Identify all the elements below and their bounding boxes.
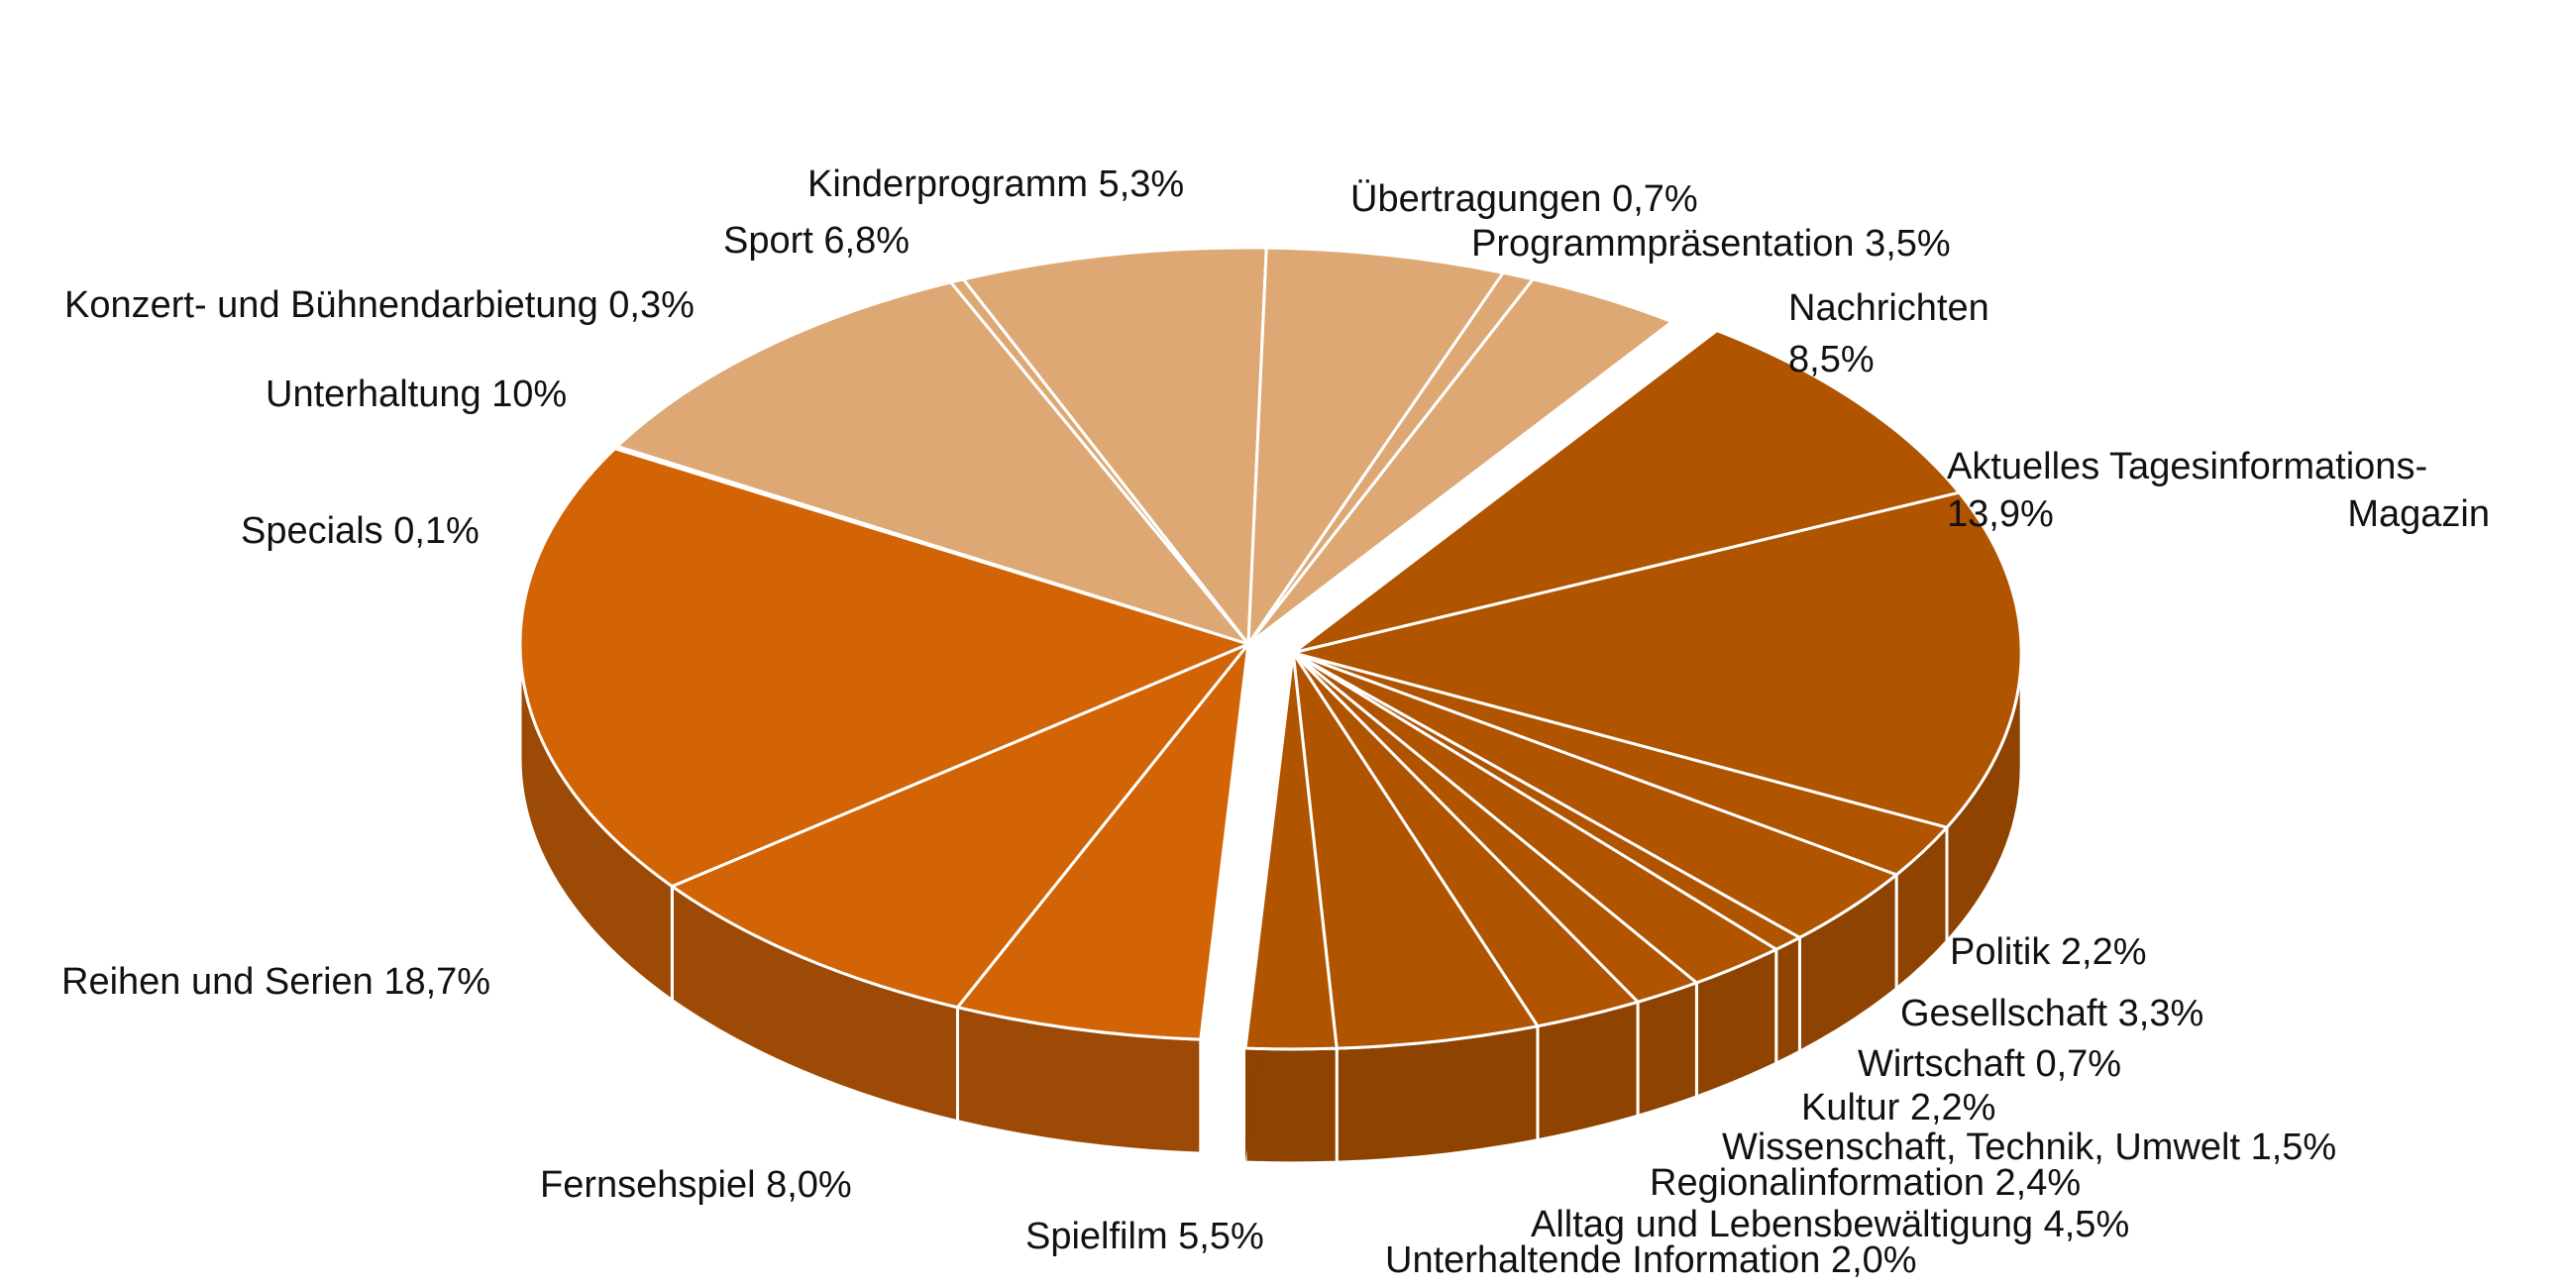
- pie-slice-reihen-und-serien: [518, 447, 1250, 889]
- slice-label-4: Gesellschaft 3,3%: [1900, 993, 2203, 1034]
- slice-label-16: Konzert- und Bühnendarbietung 0,3%: [64, 284, 695, 326]
- slice-label-19: Übertragungen 0,7%: [1350, 178, 1698, 220]
- pie-slice-unterhaltende-information: [1243, 651, 1339, 1051]
- pie-side-10: [1243, 1046, 1339, 1165]
- slice-label-13: Reihen und Serien 18,7%: [61, 961, 490, 1003]
- slice-label-7: Wissenschaft, Technik, Umwelt 1,5%: [1722, 1127, 2336, 1168]
- slice-label-9: Alltag und Lebensbewältigung 4,5%: [1531, 1204, 2129, 1245]
- pie-slice-kinderprogramm: [1246, 246, 1505, 646]
- pie-side-5: [1774, 934, 1801, 1066]
- slice-label-5: Wirtschaft 0,7%: [1858, 1043, 2121, 1085]
- pie-slice-unterhaltung: [615, 280, 1250, 646]
- pie-slice-spielfilm: [955, 642, 1250, 1041]
- slice-label-1: Nachrichten 8,5%: [1788, 287, 1989, 380]
- pie-tops: [518, 246, 2023, 1051]
- slice-label-2-line2: Magazin: [2347, 493, 2490, 535]
- pie-slice-nachrichten: [1291, 329, 1961, 655]
- pie-slice-sport: [961, 246, 1268, 646]
- pie-side-7: [1636, 980, 1698, 1119]
- slice-label-15: Unterhaltung 10%: [266, 374, 567, 415]
- slice-label-10: Unterhaltende Information 2,0%: [1385, 1239, 1917, 1281]
- slice-label-17: Sport 6,8%: [723, 220, 910, 262]
- slice-label-3: Politik 2,2%: [1950, 931, 2147, 973]
- slice-label-12: Fernsehspiel 8,0%: [540, 1164, 852, 1206]
- pie-slice-alltag-und-lebensbewältigung: [1291, 651, 1540, 1050]
- pie-slice-aktuelles-tagesinformations-magazin: [1291, 490, 2023, 829]
- slice-label-8: Regionalinformation 2,4%: [1650, 1162, 2081, 1204]
- pie-slice-fernsehspiel: [670, 642, 1250, 1010]
- slice-label-2: Aktuelles Tagesinformations-13,9%: [1947, 446, 2427, 535]
- slice-label-14: Specials 0,1%: [241, 510, 480, 552]
- slice-label-6: Kultur 2,2%: [1801, 1087, 1995, 1128]
- slice-label-11: Spielfilm 5,5%: [1025, 1216, 1264, 1257]
- pie-labels: Programmpräsentation 3,5% Nachrichten 8,5%…: [61, 163, 2490, 1281]
- pie-slice-übertragungen: [1246, 270, 1535, 646]
- slice-label-18: Kinderprogramm 5,3%: [807, 163, 1184, 205]
- slice-label-0: Programmpräsentation 3,5%: [1471, 223, 1951, 265]
